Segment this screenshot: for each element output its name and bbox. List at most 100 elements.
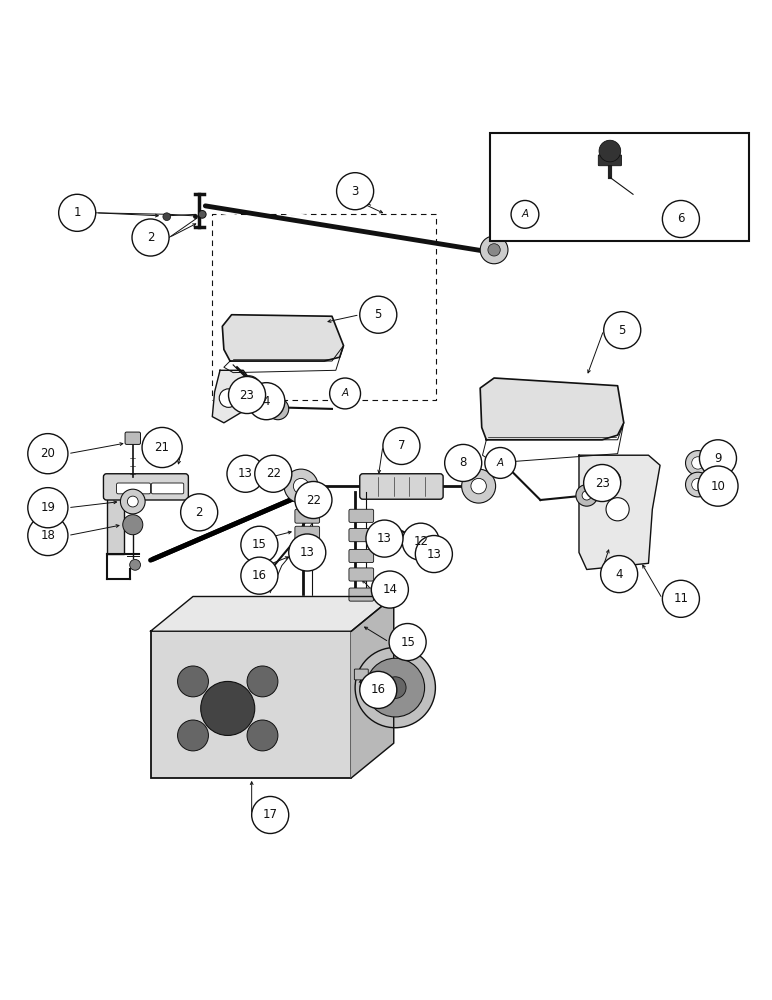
FancyBboxPatch shape — [295, 509, 320, 523]
FancyBboxPatch shape — [103, 474, 188, 500]
Text: A: A — [496, 458, 504, 468]
Text: 2: 2 — [147, 231, 154, 244]
Circle shape — [662, 200, 699, 238]
Text: 12: 12 — [413, 535, 428, 548]
Circle shape — [163, 213, 171, 221]
Polygon shape — [212, 370, 255, 423]
Circle shape — [219, 389, 238, 407]
Circle shape — [252, 796, 289, 834]
Circle shape — [127, 496, 138, 507]
Circle shape — [480, 236, 508, 264]
Circle shape — [415, 536, 452, 573]
Text: 17: 17 — [262, 808, 278, 821]
Circle shape — [123, 515, 143, 535]
Circle shape — [445, 444, 482, 481]
FancyBboxPatch shape — [295, 546, 320, 560]
Circle shape — [699, 440, 736, 477]
Text: 3: 3 — [351, 185, 359, 198]
Circle shape — [178, 666, 208, 697]
Circle shape — [360, 296, 397, 333]
FancyBboxPatch shape — [349, 529, 374, 542]
Circle shape — [582, 491, 591, 500]
Circle shape — [255, 455, 292, 492]
Circle shape — [366, 658, 425, 717]
Text: 22: 22 — [306, 493, 321, 506]
Text: 5: 5 — [618, 324, 626, 337]
Text: 6: 6 — [677, 212, 685, 225]
FancyBboxPatch shape — [349, 568, 374, 581]
Circle shape — [178, 720, 208, 751]
Text: 4: 4 — [262, 395, 270, 408]
Text: 23: 23 — [594, 477, 610, 490]
Circle shape — [247, 720, 278, 751]
FancyBboxPatch shape — [295, 526, 320, 540]
Bar — [490, 133, 749, 241]
Circle shape — [584, 464, 621, 502]
Polygon shape — [351, 596, 394, 778]
Circle shape — [295, 481, 332, 519]
Circle shape — [241, 557, 278, 594]
Circle shape — [601, 556, 638, 593]
FancyBboxPatch shape — [598, 155, 621, 166]
Circle shape — [293, 478, 309, 494]
Circle shape — [355, 647, 435, 728]
Circle shape — [371, 571, 408, 608]
Circle shape — [606, 498, 629, 521]
Text: 1: 1 — [73, 206, 81, 219]
Bar — [107, 495, 124, 554]
Text: 22: 22 — [266, 467, 281, 480]
Text: 15: 15 — [400, 636, 415, 649]
Circle shape — [132, 219, 169, 256]
Circle shape — [485, 448, 516, 478]
Circle shape — [227, 455, 264, 492]
Circle shape — [181, 494, 218, 531]
Text: A: A — [341, 388, 349, 398]
Polygon shape — [222, 315, 344, 361]
Circle shape — [604, 312, 641, 349]
Text: 13: 13 — [426, 548, 442, 561]
Text: A: A — [521, 209, 529, 219]
Circle shape — [59, 194, 96, 231]
Bar — [151, 631, 351, 778]
FancyBboxPatch shape — [354, 669, 368, 680]
Circle shape — [596, 468, 621, 493]
Polygon shape — [151, 596, 394, 631]
Circle shape — [383, 427, 420, 464]
Circle shape — [337, 173, 374, 210]
FancyBboxPatch shape — [349, 509, 374, 522]
Circle shape — [692, 457, 704, 469]
Circle shape — [384, 677, 406, 698]
Circle shape — [488, 244, 500, 256]
Text: 16: 16 — [252, 569, 267, 582]
Circle shape — [315, 494, 330, 509]
Circle shape — [366, 520, 403, 557]
Circle shape — [28, 434, 68, 474]
Text: 7: 7 — [398, 439, 405, 452]
Text: 4: 4 — [615, 568, 623, 581]
Circle shape — [130, 559, 141, 570]
Circle shape — [576, 485, 598, 506]
Text: 14: 14 — [382, 583, 398, 596]
Text: 2: 2 — [195, 506, 203, 519]
Circle shape — [402, 523, 439, 560]
Text: 21: 21 — [154, 441, 170, 454]
Circle shape — [198, 211, 206, 218]
Text: 8: 8 — [459, 456, 467, 469]
Circle shape — [662, 580, 699, 617]
Polygon shape — [480, 378, 624, 440]
Circle shape — [511, 200, 539, 228]
Text: 23: 23 — [239, 389, 255, 402]
Circle shape — [284, 469, 318, 503]
Circle shape — [229, 376, 266, 414]
Text: 11: 11 — [673, 592, 689, 605]
Circle shape — [120, 489, 145, 514]
FancyBboxPatch shape — [125, 432, 141, 444]
Circle shape — [686, 451, 710, 475]
Text: 20: 20 — [40, 447, 56, 460]
Circle shape — [28, 515, 68, 556]
Circle shape — [330, 378, 361, 409]
FancyBboxPatch shape — [360, 474, 443, 499]
Circle shape — [686, 472, 710, 497]
FancyBboxPatch shape — [349, 549, 374, 563]
Circle shape — [698, 466, 738, 506]
